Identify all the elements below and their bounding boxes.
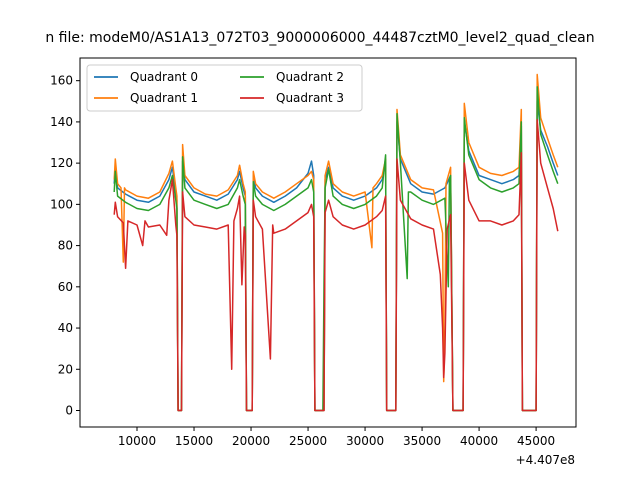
x-tick-label: 20000 (232, 434, 270, 448)
x-axis: 10000 15000 20000 25000 30000 35000 40000 45000 (118, 427, 555, 448)
legend-label-quadrant-1: Quadrant 1 (130, 91, 198, 105)
x-tick-label: 15000 (175, 434, 213, 448)
y-tick-label: 100 (50, 197, 73, 211)
y-tick-label: 120 (50, 156, 73, 170)
y-tick-label: 20 (58, 362, 73, 376)
series-line-quadrant-3 (113, 119, 559, 412)
y-tick-label: 160 (50, 74, 73, 88)
x-tick-label: 25000 (289, 434, 327, 448)
axes-frame (79, 57, 577, 428)
legend-label-quadrant-2: Quadrant 2 (276, 70, 344, 84)
legend-frame (86, 64, 363, 112)
axes-background (80, 58, 576, 427)
legend: Quadrant 0 Quadrant 1 Quadrant 2 Quadrant 3 (86, 64, 363, 112)
y-tick-label: 60 (58, 280, 73, 294)
legend-label-quadrant-3: Quadrant 3 (276, 91, 344, 105)
y-tick-label: 0 (65, 404, 73, 418)
x-tick-label: 30000 (346, 434, 384, 448)
y-tick-label: 80 (58, 239, 73, 253)
chart-title: n file: modeM0/AS1A13_072T03_9000006000_… (45, 30, 594, 46)
x-offset-label: +4.407e8 (516, 453, 575, 467)
legend-label-quadrant-0: Quadrant 0 (130, 70, 198, 84)
x-tick-label: 40000 (460, 434, 498, 448)
series-layer (113, 73, 559, 412)
y-tick-label: 140 (50, 115, 73, 129)
x-tick-label: 35000 (403, 434, 441, 448)
y-tick-label: 40 (58, 321, 73, 335)
y-axis: 0 20 40 60 80 100 120 140 160 (50, 74, 80, 418)
x-tick-label: 45000 (517, 434, 555, 448)
x-tick-label: 10000 (118, 434, 156, 448)
